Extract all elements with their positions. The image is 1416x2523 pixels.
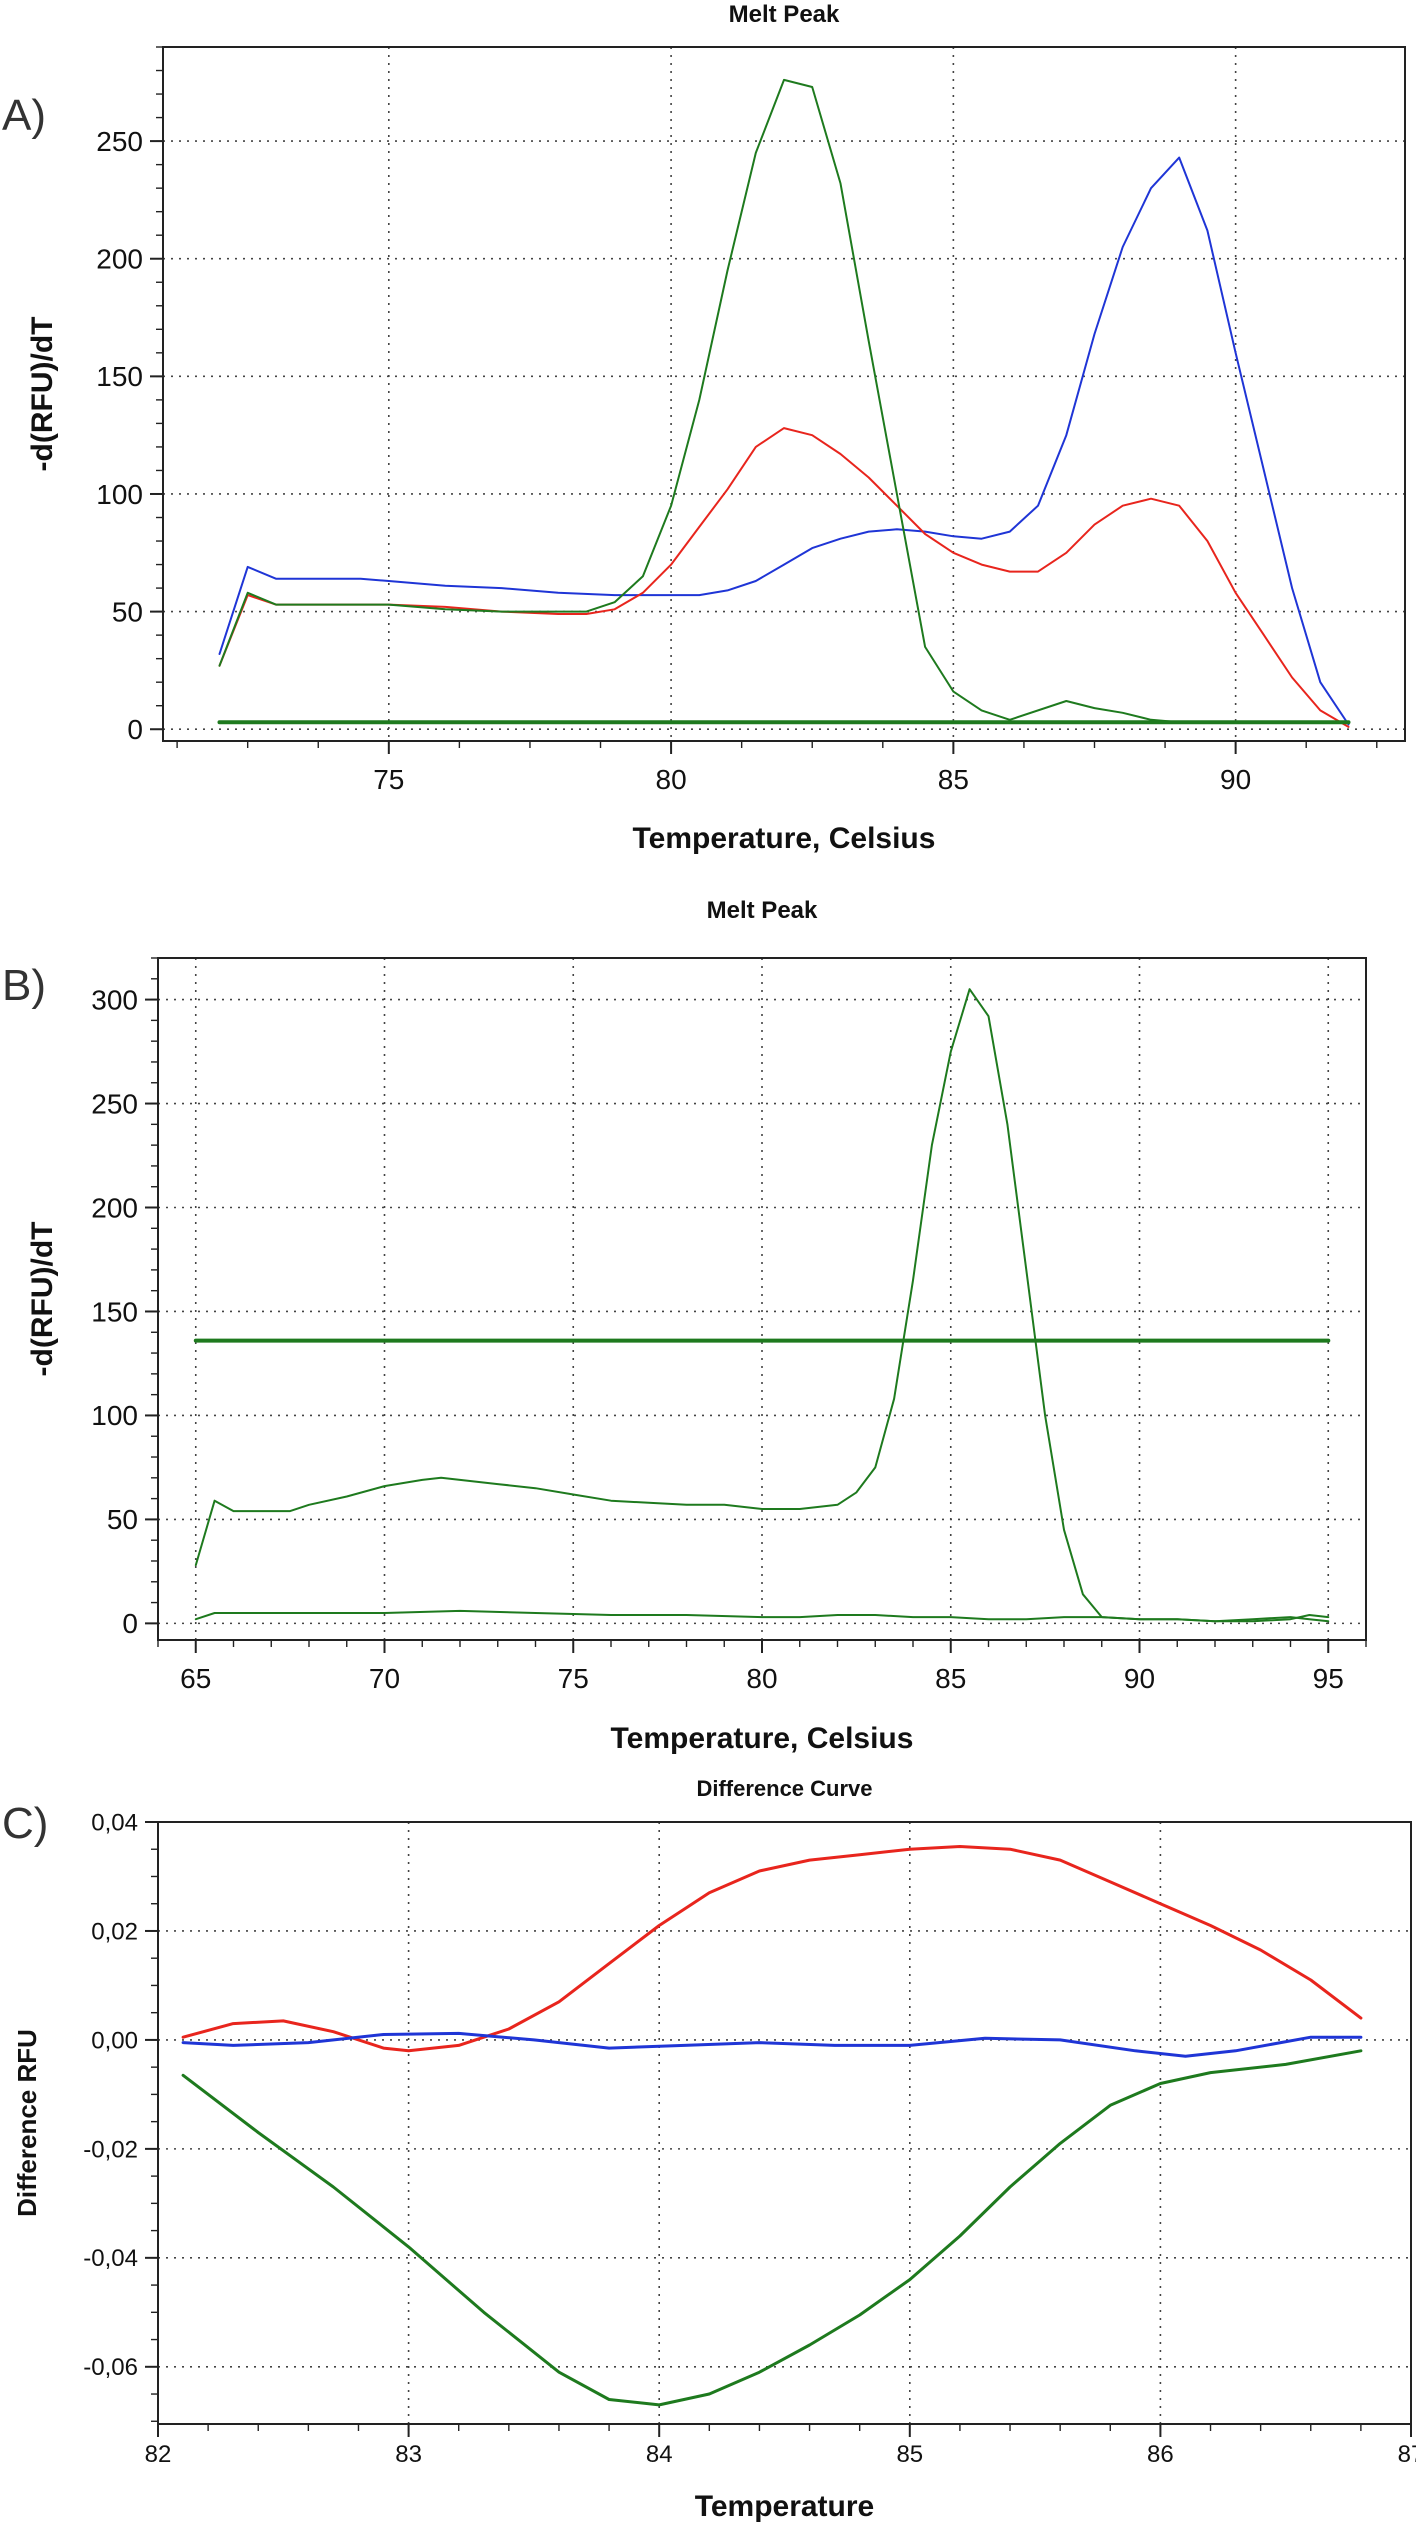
x-tick-label: 70: [369, 1663, 400, 1694]
x-axis-label: Temperature, Celsius: [611, 1722, 914, 1755]
y-tick-label: 250: [96, 126, 143, 157]
plot-frame: [157, 1821, 1412, 2425]
series-line-2: [194, 1609, 1330, 1623]
panel-a: A) Melt Peak 75 80 85 90 0 50 100 150 200 250 Temper…: [2, 1, 1406, 855]
panel-b: B) Melt Peak 65 70 75 80 85 90 95 0 50 100 150 200 250…: [2, 897, 1367, 1755]
x-tick-label: 83: [395, 2441, 422, 2468]
x-axis-label: Temperature: [695, 2490, 875, 2523]
x-tick-label: 95: [1313, 1663, 1344, 1694]
x-tick-label: 75: [373, 764, 404, 795]
y-tick-label: 0,04: [91, 1809, 138, 1836]
x-tick-label: 82: [145, 2441, 172, 2468]
x-tick-label: 84: [646, 2441, 673, 2468]
series-line-3: [181, 2049, 1363, 2407]
series-line-1: [218, 156, 1350, 726]
panel-c: C) Difference Curve 82 83 84 85 86 87 0,04 0,02 0,…: [2, 1776, 1416, 2523]
y-tick-label: 0,00: [91, 2027, 138, 2054]
plot-frame: [162, 46, 1406, 742]
y-tick-label: 0: [127, 714, 143, 745]
panel-label: A): [2, 91, 46, 140]
series-line-3: [218, 78, 1350, 724]
x-tick-label: 85: [938, 764, 969, 795]
x-tick-label: 80: [746, 1663, 777, 1694]
y-tick-label: -0,06: [83, 2354, 138, 2381]
x-tick-label: 65: [180, 1663, 211, 1694]
y-tick-label: 150: [96, 361, 143, 392]
y-axis-label: Difference RFU: [12, 2029, 42, 2217]
y-axis-label: -d(RFU)/dT: [26, 317, 59, 472]
x-tick-label: 87: [1398, 2441, 1416, 2468]
y-tick-label: -0,02: [83, 2136, 138, 2163]
panel-label: B): [2, 961, 46, 1010]
y-tick-label: 100: [91, 1400, 138, 1431]
y-tick-label: 0: [122, 1608, 138, 1639]
y-tick-label: 300: [91, 984, 138, 1015]
chart-title: Melt Peak: [707, 897, 818, 924]
x-tick-label: 86: [1147, 2441, 1174, 2468]
y-tick-label: 250: [91, 1088, 138, 1119]
y-tick-label: 50: [112, 596, 143, 627]
x-tick-label: 80: [656, 764, 687, 795]
y-tick-label: -0,04: [83, 2245, 138, 2272]
x-tick-label: 85: [935, 1663, 966, 1694]
series-line-2: [181, 2031, 1363, 2058]
x-tick-label: 90: [1124, 1663, 1155, 1694]
y-tick-label: 150: [91, 1296, 138, 1327]
y-tick-label: 100: [96, 479, 143, 510]
plot-frame: [157, 957, 1367, 1641]
x-tick-label: 90: [1220, 764, 1251, 795]
y-tick-label: 200: [96, 244, 143, 275]
y-tick-label: 50: [107, 1504, 138, 1535]
y-tick-label: 0,02: [91, 1918, 138, 1945]
chart-title: Melt Peak: [729, 1, 840, 28]
x-tick-label: 85: [896, 2441, 923, 2468]
series-line-1: [181, 1845, 1363, 2053]
x-axis-label: Temperature, Celsius: [633, 822, 936, 855]
chart-title: Difference Curve: [696, 1776, 872, 1801]
y-axis-label: -d(RFU)/dT: [26, 1222, 59, 1377]
x-tick-label: 75: [558, 1663, 589, 1694]
panel-label: C): [2, 1799, 48, 1848]
y-tick-label: 200: [91, 1192, 138, 1223]
